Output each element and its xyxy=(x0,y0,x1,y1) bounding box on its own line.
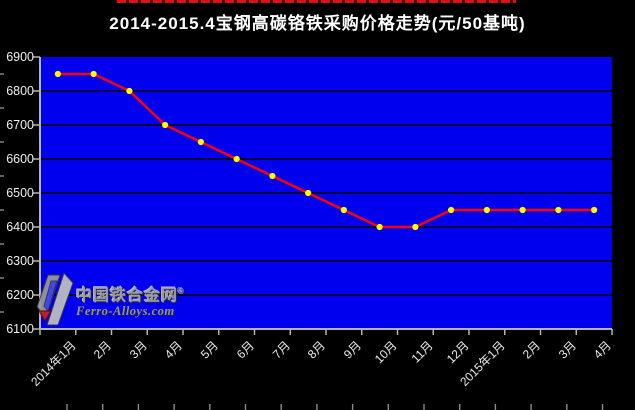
data-point-marker xyxy=(412,223,419,231)
data-point-marker xyxy=(340,206,347,214)
data-point-marker xyxy=(555,206,562,214)
y-tick-label: 6600 xyxy=(6,152,34,166)
y-tick-label: 6900 xyxy=(6,50,34,64)
data-point-marker xyxy=(376,223,383,231)
data-point-marker xyxy=(269,172,276,180)
watermark: 中国铁合金网® Ferro-Alloys.com xyxy=(36,271,188,333)
data-point-marker xyxy=(126,87,133,95)
watermark-text: 中国铁合金网® Ferro-Alloys.com xyxy=(76,283,185,318)
data-point-marker xyxy=(233,155,240,163)
data-point-marker xyxy=(305,189,312,197)
y-tick-label: 6500 xyxy=(6,186,34,200)
data-point-marker xyxy=(448,206,455,214)
y-tick-label: 6800 xyxy=(6,84,34,98)
data-point-marker xyxy=(519,206,526,214)
y-tick-label: 6700 xyxy=(6,118,34,132)
y-tick-label: 6200 xyxy=(6,288,34,302)
top-red-rule xyxy=(117,0,516,3)
y-tick-label: 6100 xyxy=(6,322,34,336)
data-point-marker xyxy=(162,121,169,129)
data-point-marker xyxy=(197,138,204,146)
data-point-marker xyxy=(591,206,598,214)
ferroalloys-logo-icon xyxy=(36,272,74,326)
chart-title: 2014-2015.4宝钢高碳铬铁采购价格走势(元/50基吨) xyxy=(109,14,526,33)
y-tick-label: 6300 xyxy=(6,254,34,268)
data-point-marker xyxy=(90,70,97,78)
y-tick-label: 6400 xyxy=(6,220,34,234)
watermark-chinese: 中国铁合金网® xyxy=(76,287,185,305)
data-point-marker xyxy=(54,70,61,78)
registered-mark: ® xyxy=(178,287,185,296)
price-line xyxy=(57,72,595,229)
data-point-marker xyxy=(483,206,490,214)
watermark-english: Ferro-Alloys.com xyxy=(76,304,175,319)
